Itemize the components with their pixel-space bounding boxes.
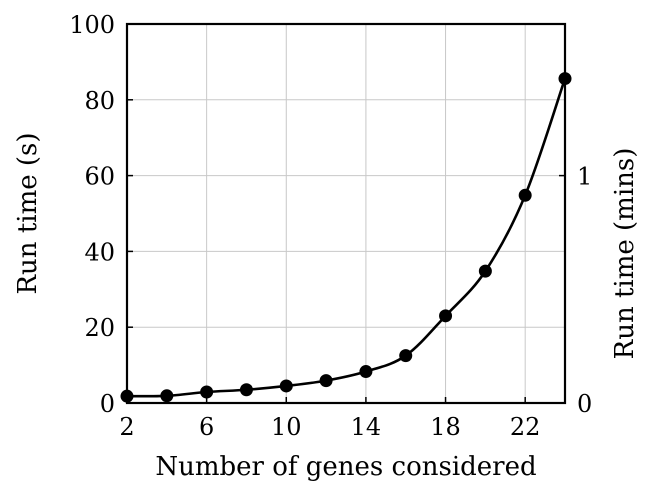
data-point [319, 374, 333, 388]
x-tick-label: 18 [430, 413, 461, 441]
plot-area-frame [125, 22, 567, 405]
y-tick-label: 20 [84, 314, 115, 342]
y2-axis-title: Run time (mins) [610, 148, 640, 360]
y-tick-label: 0 [100, 390, 115, 418]
data-point [478, 264, 492, 278]
y-tick-label: 40 [84, 238, 115, 266]
tick-labels: 2 6 10 14 18 22 0 20 40 60 80 100 0 1 [69, 11, 592, 441]
data-point [239, 383, 253, 397]
y2-tick-label: 0 [577, 390, 592, 418]
data-point [518, 188, 532, 202]
y-tick-label: 80 [84, 87, 115, 115]
x-tick-label: 2 [119, 413, 134, 441]
x-tick-label: 14 [351, 413, 382, 441]
axes [125, 22, 567, 405]
y-tick-label: 60 [84, 163, 115, 191]
grid-lines [126, 23, 565, 404]
x-tick-label: 6 [199, 413, 214, 441]
x-axis-title: Number of genes considered [155, 452, 536, 482]
data-series [120, 72, 572, 403]
y-axis-title: Run time (s) [13, 132, 43, 294]
x-tick-label: 22 [510, 413, 541, 441]
y-tick-label: 100 [69, 11, 115, 39]
axis-ticks [126, 23, 565, 404]
data-point [439, 309, 453, 323]
data-point [359, 365, 373, 379]
data-point [558, 72, 572, 86]
y2-tick-label: 1 [577, 163, 592, 191]
x-tick-label: 10 [271, 413, 302, 441]
series-line [126, 78, 567, 398]
data-point [399, 349, 413, 363]
data-point [120, 389, 134, 403]
data-point [160, 389, 174, 403]
data-point [279, 379, 293, 393]
data-point [200, 385, 214, 399]
